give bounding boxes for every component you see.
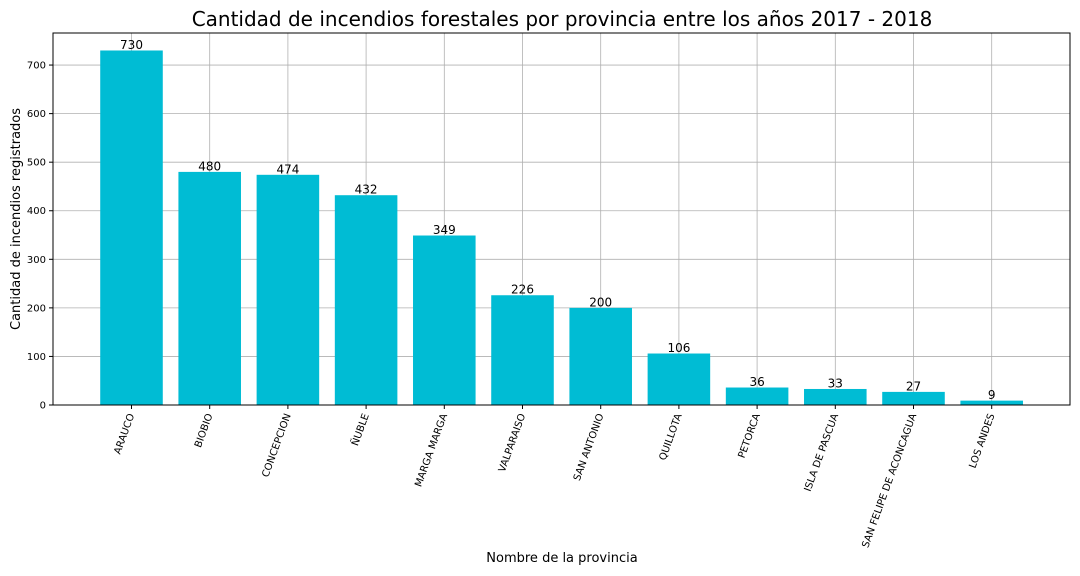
bar [100,50,163,405]
y-tick-label: 100 [27,352,46,363]
bar-value-label: 200 [589,295,612,309]
y-tick-label: 0 [40,401,46,412]
bar-value-label: 226 [511,283,534,297]
x-tick-label: CONCEPCION [260,412,293,479]
bar-value-label: 33 [828,376,843,390]
x-tick-label: ÑUBLE [348,412,372,448]
bar-value-label: 480 [198,159,221,173]
chart-title: Cantidad de incendios forestales por pro… [192,7,933,31]
bars [100,50,1023,405]
x-tick-label: BIOBIO [193,412,215,449]
x-tick-label: QUILLOTA [658,412,685,462]
x-tick-label: PETORCA [737,412,763,460]
bar [491,295,554,405]
plot-frame [52,32,1071,406]
bar [725,387,789,405]
bar-value-label: 9 [988,388,996,402]
bar [804,388,867,405]
x-axis-label: Nombre de la provincia [486,551,637,566]
y-tick-label: 500 [27,158,46,169]
bar [569,307,632,405]
bar [413,235,476,405]
bar-value-label: 474 [276,162,299,176]
x-tick-label: SAN FELIPE DE ACONCAGUA [860,412,919,549]
x-tick-label: VALPARAISO [497,412,528,474]
bar-value-label: 36 [749,375,764,389]
bar [256,174,320,405]
x-tick-label: ISLA DE PASCUA [803,412,841,493]
bar-value-label: 349 [433,223,456,237]
x-tick-label: LOS ANDES [968,412,998,470]
x-tick-label: ARAUCO [112,412,137,456]
y-tick-label: 600 [27,109,46,120]
y-axis-ticks: 0 100 200 300 400 500 600 700 [27,61,53,412]
x-tick-label: SAN ANTONIO [572,412,607,482]
bar-value-label: 106 [667,341,690,355]
bar [882,391,945,405]
bar [178,171,241,405]
bar-value-label: 27 [906,379,921,393]
bar-value-label: 432 [355,183,378,197]
y-tick-label: 700 [27,61,46,72]
x-tick-label: MARGA MARGA [413,412,450,488]
bar [960,400,1023,405]
y-axis-label: Cantidad de incendios registrados [9,108,24,330]
bar [334,195,398,405]
bar [647,353,711,405]
y-tick-label: 200 [27,303,46,314]
bar-value-label: 730 [120,38,143,52]
data-labels: 730 480 474 432 349 226 200 106 36 33 27 9 [120,38,995,402]
x-axis-ticks: ARAUCO BIOBIO CONCEPCION ÑUBLE MARGA MARGA VA… [112,405,998,549]
y-tick-label: 400 [27,206,46,217]
y-tick-label: 300 [27,255,46,266]
